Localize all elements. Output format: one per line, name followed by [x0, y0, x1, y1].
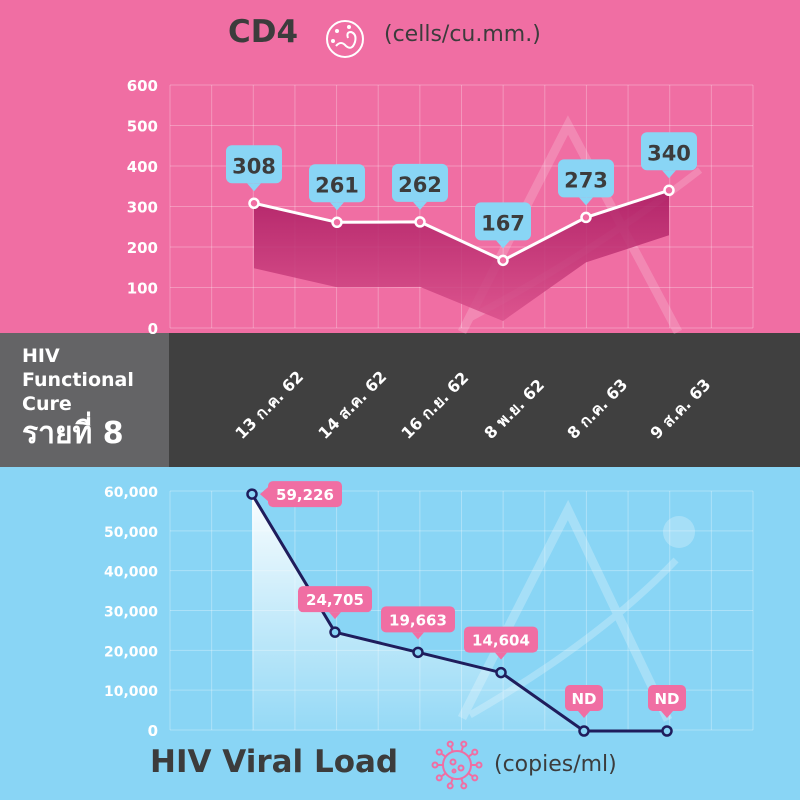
- side-label-line4: รายที่ 8: [22, 416, 124, 451]
- vl-series: 59,226 24,705 19,663 14,604 ND ND: [246, 481, 686, 737]
- cd4-point: [580, 211, 592, 224]
- cd4-callout: [475, 202, 531, 241]
- vl-point: [246, 488, 258, 500]
- y-tick-label: 10,000: [104, 684, 158, 700]
- cd4-callout: [309, 164, 365, 203]
- y-tick-label: 200: [127, 239, 158, 257]
- vl-callout: [464, 626, 538, 653]
- y-tick-label: 400: [127, 158, 158, 176]
- cd4-point: [663, 184, 675, 197]
- vl-callout: [298, 586, 372, 613]
- vl-title-text: HIV Viral Load: [150, 744, 399, 780]
- vl-point: [661, 725, 673, 737]
- cd4-data-label: 308: [232, 154, 276, 178]
- cd4-callout: [641, 132, 697, 171]
- date-band: [169, 333, 800, 467]
- cd4-data-label: 261: [315, 173, 359, 197]
- vl-callout: [565, 685, 603, 711]
- vl-callout: [648, 685, 686, 711]
- cd4-data-label: 167: [481, 211, 525, 235]
- cd4-unit-label: (cells/cu.mm.): [384, 22, 541, 47]
- cd4-data-label: 340: [647, 141, 691, 165]
- vl-callout-tail: [412, 632, 424, 640]
- side-label-line2: Functional: [22, 369, 134, 391]
- cd4-callout-tail: [496, 240, 510, 249]
- cd4-line: [253, 188, 670, 263]
- y-tick-label: 300: [127, 199, 158, 217]
- y-tick-label: 40,000: [104, 565, 158, 581]
- vl-callout: [381, 606, 455, 633]
- cd4-point: [497, 254, 509, 267]
- side-label: HIV Functional Cure รายที่ 8: [22, 344, 134, 452]
- y-tick-label: 100: [127, 280, 158, 298]
- vl-callout-tail: [578, 711, 590, 718]
- vl-area: [252, 494, 667, 731]
- cd4-callout: [392, 163, 448, 202]
- vl-data-label: 14,604: [472, 632, 530, 650]
- vl-data-label: ND: [571, 690, 596, 708]
- virus-icon: [431, 740, 483, 790]
- vl-callout-tail: [260, 487, 268, 502]
- y-tick-label: 50,000: [104, 525, 158, 541]
- y-tick-label: 60,000: [104, 485, 158, 501]
- cd4-data-label: 273: [564, 168, 608, 192]
- vl-point: [329, 626, 341, 638]
- y-tick-label: 0: [148, 320, 158, 338]
- vl-callout-tail: [661, 711, 673, 718]
- cd4-point: [414, 216, 426, 228]
- vl-data-label: 59,226: [276, 486, 334, 504]
- cd4-point: [331, 216, 343, 229]
- cd4-callout-tail: [247, 183, 261, 192]
- cd4-callout-tail: [413, 201, 427, 210]
- vl-point: [578, 725, 590, 737]
- y-tick-label: 500: [127, 118, 158, 136]
- viral-load-panel: [0, 467, 800, 800]
- side-label-line1: HIV: [22, 345, 60, 367]
- cd4-point: [248, 197, 260, 210]
- cd4-callout: [558, 159, 614, 198]
- vl-unit-label: (copies/ml): [494, 752, 617, 777]
- cd4-callout-tail: [579, 197, 593, 206]
- vl-callout-tail: [329, 612, 341, 620]
- cd4-callout-tail: [330, 202, 344, 211]
- vl-data-label: 24,705: [306, 591, 364, 609]
- cell-icon: [326, 20, 364, 58]
- side-panel: [0, 333, 169, 467]
- vl-point: [412, 646, 424, 659]
- cd4-callout: [226, 145, 282, 184]
- vl-data-label: ND: [654, 690, 679, 708]
- cd4-data-label: 262: [398, 173, 442, 197]
- y-tick-label: 30,000: [104, 605, 158, 621]
- cd4-title-text: CD4: [228, 14, 299, 50]
- y-tick-label: 600: [127, 77, 158, 95]
- cd4-series: 308 261 262 167 273 340: [226, 132, 697, 321]
- y-tick-label: 20,000: [104, 644, 158, 660]
- vl-data-label: 19,663: [389, 611, 447, 629]
- side-label-line3: Cure: [22, 393, 72, 415]
- vl-callout: [268, 481, 342, 508]
- vl-point: [495, 666, 507, 679]
- y-tick-label: 0: [148, 722, 158, 740]
- cd4-callout-tail: [662, 170, 676, 179]
- vl-callout-tail: [495, 652, 507, 660]
